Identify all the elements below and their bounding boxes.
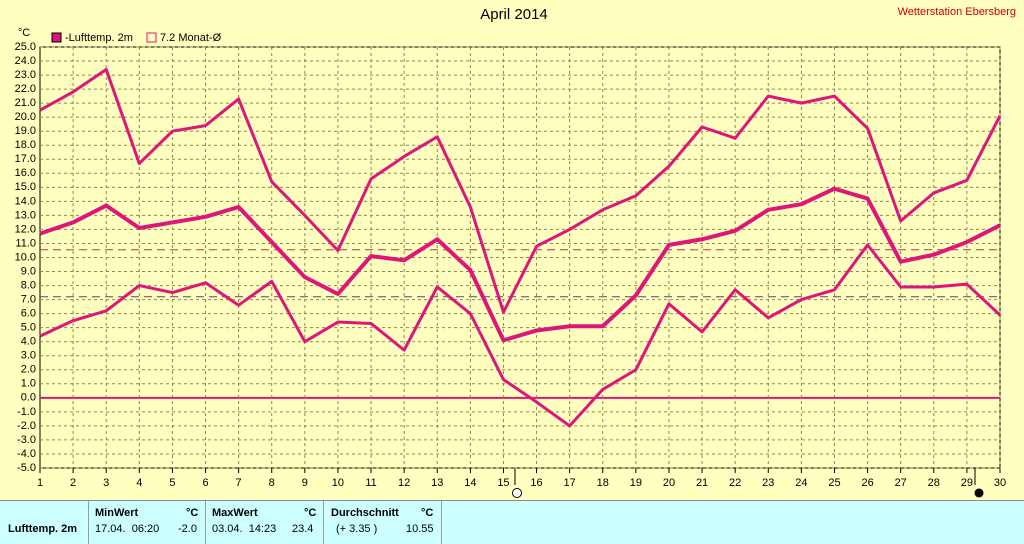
y-tick-label: -2.0 [17, 420, 36, 432]
cell: 17.04. 06:20 [95, 523, 160, 535]
separator [441, 501, 442, 544]
x-tick-label: 28 [928, 477, 940, 489]
y-tick-label: 0.0 [21, 392, 36, 404]
separator [205, 501, 206, 544]
x-tick-label: 22 [729, 477, 741, 489]
y-tick-label: 14.0 [15, 195, 36, 207]
x-tick-label: 11 [365, 477, 376, 489]
x-tick-label: 21 [696, 477, 708, 489]
y-tick-label: 19.0 [15, 125, 36, 137]
legend-swatch [51, 32, 62, 43]
row-label: Lufttemp. 2m [8, 523, 78, 535]
series-line [39, 243, 1002, 428]
y-tick-label: 2.0 [21, 364, 36, 376]
x-tick-label: 15 [497, 477, 509, 489]
legend-swatch [146, 32, 157, 43]
x-tick-label: 29 [961, 477, 973, 489]
y-tick-label: 1.0 [21, 378, 36, 390]
y-tick-label: 17.0 [15, 153, 36, 165]
y-tick-label: 23.0 [15, 69, 36, 81]
separator [88, 501, 89, 544]
x-tick-label: 18 [597, 477, 609, 489]
x-tick-label: 2 [70, 477, 76, 489]
y-tick-label: 16.0 [15, 167, 36, 179]
moon-icon [974, 488, 984, 498]
x-tick-label: 26 [861, 477, 873, 489]
x-tick-label: 20 [663, 477, 675, 489]
cell: -2.0 [178, 523, 197, 535]
x-tick-label: 5 [169, 477, 175, 489]
y-tick-label: 24.0 [15, 55, 36, 67]
x-tick-label: 17 [564, 477, 576, 489]
x-tick-label: 1 [37, 477, 43, 489]
x-tick-label: 12 [398, 477, 410, 489]
y-tick-label: 13.0 [15, 209, 36, 221]
series-line [39, 67, 1002, 314]
separator [323, 501, 324, 544]
header: °C [421, 507, 434, 519]
x-tick-label: 8 [269, 477, 275, 489]
cell: 10.55 [406, 523, 434, 535]
y-tick-label: -1.0 [17, 406, 36, 418]
x-tick-label: 16 [530, 477, 542, 489]
y-tick-label: 10.0 [15, 251, 36, 263]
y-tick-label: 15.0 [15, 181, 36, 193]
y-tick-label: -3.0 [17, 434, 36, 446]
x-tick-label: 7 [236, 477, 242, 489]
stats-table: MinWert °C MaxWert °C Durchschnitt °C Lu… [0, 500, 1024, 544]
x-tick-label: 10 [332, 477, 344, 489]
y-tick-label: 4.0 [21, 336, 36, 348]
cell: (+ 3.35 ) [336, 523, 378, 535]
legend-label: 7.2 Monat-Ø [160, 32, 222, 44]
source: Wetterstation Ebersberg [898, 6, 1016, 18]
moon-icon [512, 488, 522, 498]
y-tick-label: 3.0 [21, 350, 36, 362]
series-line [39, 186, 1001, 343]
legend-label: -Lufttemp. 2m [65, 32, 133, 44]
y-tick-label: 18.0 [15, 139, 36, 151]
x-tick-label: 3 [103, 477, 109, 489]
y-tick-label: -5.0 [17, 462, 36, 474]
y-tick-label: 8.0 [21, 279, 36, 291]
x-tick-label: 25 [828, 477, 840, 489]
y-tick-label: 6.0 [21, 308, 36, 320]
x-tick-label: 4 [136, 477, 142, 489]
x-tick-label: 13 [431, 477, 443, 489]
y-tick-label: 21.0 [15, 97, 36, 109]
y-tick-label: 11.0 [15, 237, 36, 249]
header: MinWert [95, 507, 139, 519]
y-tick-label: 9.0 [21, 265, 36, 277]
x-tick-label: 19 [630, 477, 642, 489]
x-tick-label: 14 [464, 477, 476, 489]
y-tick-label: 25.0 [15, 41, 36, 53]
header: °C [186, 507, 199, 519]
cell: 03.04. 14:23 [212, 523, 277, 535]
y-tick-label: 5.0 [21, 322, 36, 334]
y-tick-label: 20.0 [15, 111, 36, 123]
y-tick-label: 22.0 [15, 83, 36, 95]
y-tick-label: 7.0 [21, 294, 36, 306]
x-tick-label: 24 [795, 477, 807, 489]
y-tick-label: 12.0 [15, 223, 36, 235]
x-tick-label: 6 [202, 477, 208, 489]
x-tick-label: 23 [762, 477, 774, 489]
header: °C [304, 507, 317, 519]
y-tick-label: -4.0 [17, 448, 36, 460]
x-tick-label: 27 [895, 477, 907, 489]
chart: April 2014 Wetterstation Ebersberg °C -5… [15, 6, 1016, 498]
y-unit: °C [18, 27, 30, 39]
header: MaxWert [212, 507, 258, 519]
x-tick-label: 9 [302, 477, 308, 489]
header: Durchschnitt [331, 507, 399, 519]
x-tick-label: 30 [994, 477, 1006, 489]
cell: 23.4 [292, 523, 314, 535]
chart-title: April 2014 [480, 6, 548, 23]
